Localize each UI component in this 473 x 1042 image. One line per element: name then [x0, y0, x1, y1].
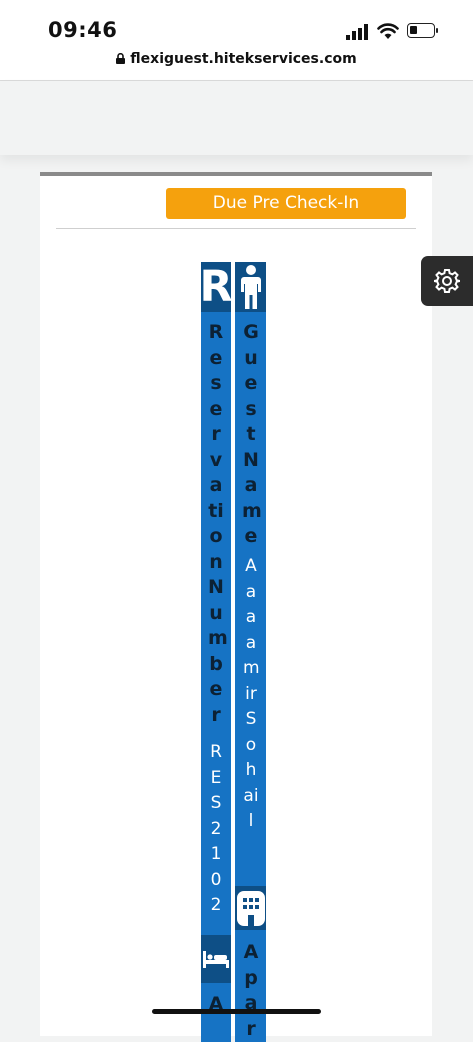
gear-icon — [434, 269, 460, 293]
reservation-number-value: RES2102 — [210, 742, 222, 915]
status-time: 09:46 — [48, 18, 118, 42]
guest-name-label: GuestName — [242, 321, 262, 547]
guest-name-column: GuestName AaaamirSohail Apar — [235, 262, 266, 1042]
guest-name-value: AaaamirSohail — [243, 556, 260, 831]
guest-header — [235, 262, 266, 312]
apartment-label: Apar — [243, 941, 259, 1040]
person-icon — [240, 265, 261, 309]
divider — [56, 228, 416, 229]
url-text: flexiguest.hitekservices.com — [130, 51, 357, 67]
r-letter-icon: R — [201, 262, 231, 312]
building-icon — [236, 891, 265, 926]
reservation-number-column: R ReservationNumber RES2102 A — [201, 262, 231, 1042]
address-bar[interactable]: flexiguest.hitekservices.com — [0, 51, 473, 67]
apartment-header — [235, 886, 266, 930]
home-indicator — [152, 1009, 321, 1014]
cellular-signal-icon — [346, 24, 368, 40]
settings-button[interactable] — [421, 256, 473, 306]
status-bar: 09:46 flexiguest.hitekservices.com — [0, 0, 473, 81]
status-badge: Due Pre Check-In — [166, 188, 406, 219]
battery-icon — [407, 23, 438, 38]
wifi-icon — [377, 23, 399, 39]
page-header — [0, 81, 473, 155]
lock-icon — [116, 53, 126, 64]
reservation-number-label: ReservationNumber — [208, 321, 228, 726]
reservation-header: R — [201, 262, 231, 312]
bed-icon — [203, 951, 229, 968]
room-header — [201, 935, 231, 983]
